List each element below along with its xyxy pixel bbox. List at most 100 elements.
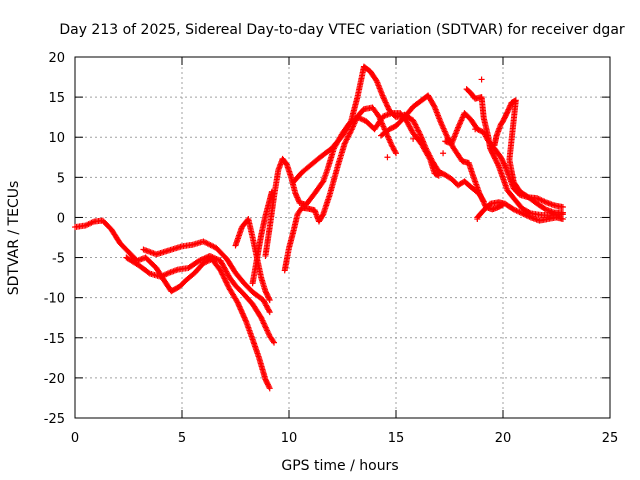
data-point xyxy=(372,76,379,83)
data-point xyxy=(266,307,273,314)
data-point xyxy=(435,172,442,179)
series-track-g xyxy=(281,104,399,274)
plot-frame xyxy=(74,56,611,419)
data-point xyxy=(201,255,208,262)
data-point xyxy=(266,385,273,392)
data-point xyxy=(238,309,245,316)
y-tick-label: 5 xyxy=(57,171,65,186)
data-point xyxy=(241,314,248,321)
data-point xyxy=(218,270,225,277)
y-tick-label: 15 xyxy=(48,91,65,106)
data-point xyxy=(505,106,512,113)
x-tick-label: 25 xyxy=(602,431,619,446)
data-point xyxy=(480,198,487,205)
data-point xyxy=(504,107,511,114)
data-point xyxy=(213,255,220,262)
data-point xyxy=(198,256,205,263)
data-point xyxy=(559,209,566,216)
x-tick-label: 15 xyxy=(388,431,405,446)
data-point xyxy=(506,103,513,110)
data-point xyxy=(382,98,389,105)
data-point xyxy=(319,212,326,219)
data-point xyxy=(380,94,387,101)
data-point xyxy=(224,280,231,287)
data-point xyxy=(495,161,502,168)
data-point xyxy=(477,193,484,200)
data-point xyxy=(478,194,485,201)
isolated-points xyxy=(384,76,485,223)
series-track-c xyxy=(140,238,273,316)
series-track-b xyxy=(123,252,278,346)
data-point xyxy=(204,254,211,261)
data-point xyxy=(385,105,392,112)
data-point xyxy=(472,126,479,133)
data-point xyxy=(222,276,229,283)
data-point xyxy=(242,317,249,324)
data-point xyxy=(479,197,486,204)
y-tick-label: -10 xyxy=(44,292,65,307)
data-point xyxy=(383,100,390,107)
x-tick-label: 20 xyxy=(495,431,512,446)
data-point xyxy=(501,161,508,168)
data-point xyxy=(219,271,226,278)
data-point xyxy=(266,295,273,302)
data-point xyxy=(236,303,243,310)
data-point xyxy=(221,275,228,282)
data-point xyxy=(477,191,484,198)
series-track-m xyxy=(474,199,566,224)
data-point xyxy=(476,190,483,197)
data-point xyxy=(266,297,273,304)
data-point xyxy=(430,102,437,109)
data-point xyxy=(480,199,487,206)
data-point xyxy=(196,257,203,264)
data-point xyxy=(384,154,391,161)
data-point xyxy=(479,195,486,202)
y-tick-label: -20 xyxy=(44,372,65,387)
data-point xyxy=(295,197,302,204)
data-point xyxy=(224,282,231,289)
data-point xyxy=(503,110,510,117)
data-point xyxy=(202,254,209,261)
x-axis-label: GPS time / hours xyxy=(281,458,398,474)
data-point xyxy=(559,216,566,223)
x-tick-label: 0 xyxy=(71,431,79,446)
data-point xyxy=(240,313,247,320)
data-point xyxy=(234,299,241,306)
data-point xyxy=(271,339,278,346)
data-point xyxy=(270,338,277,345)
data-point xyxy=(293,193,300,200)
grid xyxy=(75,57,610,418)
data-point xyxy=(506,105,513,112)
data-point xyxy=(292,190,299,197)
data-point xyxy=(319,179,326,186)
data-point xyxy=(382,99,389,106)
data-point xyxy=(434,172,441,179)
series-track-a xyxy=(72,217,273,392)
data-point xyxy=(239,310,246,317)
series-track-f xyxy=(262,63,487,259)
data-point xyxy=(440,150,447,157)
data-point xyxy=(478,76,485,83)
y-tick-label: 20 xyxy=(48,51,65,66)
y-axis-label: SDTVAR / TECUs xyxy=(6,181,22,296)
series-track-l xyxy=(491,97,566,216)
data-point xyxy=(393,150,399,157)
data-point xyxy=(541,205,548,212)
data-point xyxy=(218,268,225,275)
x-tick-label: 5 xyxy=(178,431,186,446)
data-point xyxy=(384,102,391,109)
y-tick-label: -15 xyxy=(44,332,65,347)
data-point xyxy=(559,204,566,211)
data-point xyxy=(241,315,248,322)
data-point xyxy=(145,269,152,276)
data-point xyxy=(208,253,215,260)
data-point xyxy=(384,103,391,110)
data-point xyxy=(392,148,399,155)
data-point xyxy=(206,252,213,259)
y-tick-label: -5 xyxy=(52,252,65,267)
data-point xyxy=(237,306,244,313)
chart-title: Day 213 of 2025, Sidereal Day-to-day VTE… xyxy=(59,22,625,38)
series-track-h xyxy=(290,110,442,186)
data-point xyxy=(426,155,433,162)
